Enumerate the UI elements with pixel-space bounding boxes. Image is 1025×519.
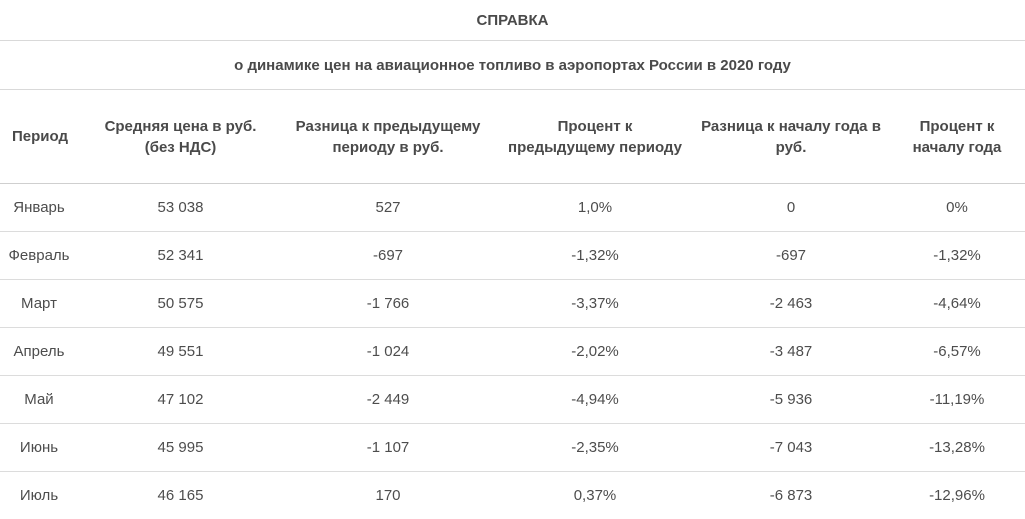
table-row: Май 47 102 -2 449 -4,94% -5 936 -11,19% — [0, 376, 1025, 424]
document-subtitle: о динамике цен на авиационное топливо в … — [0, 41, 1025, 90]
header-diff-start: Разница к началу года в руб. — [693, 90, 889, 184]
cell-period: Апрель — [0, 328, 82, 376]
cell-pct-start: 0% — [889, 184, 1025, 232]
table-row: Январь 53 038 527 1,0% 0 0% — [0, 184, 1025, 232]
cell-diff-start: -5 936 — [693, 376, 889, 424]
cell-diff-prev: 527 — [279, 184, 497, 232]
cell-pct-start: -1,32% — [889, 232, 1025, 280]
header-period: Период — [0, 90, 82, 184]
table-row: Июнь 45 995 -1 107 -2,35% -7 043 -13,28% — [0, 424, 1025, 472]
cell-pct-prev: 0,37% — [497, 472, 693, 519]
cell-pct-start: -12,96% — [889, 472, 1025, 519]
cell-pct-prev: -4,94% — [497, 376, 693, 424]
cell-avg-price: 50 575 — [82, 280, 279, 328]
cell-pct-prev: 1,0% — [497, 184, 693, 232]
cell-pct-prev: -2,35% — [497, 424, 693, 472]
cell-pct-start: -4,64% — [889, 280, 1025, 328]
table-header-row: Период Средняя цена в руб. (без НДС) Раз… — [0, 90, 1025, 184]
cell-diff-prev: -1 024 — [279, 328, 497, 376]
table-row: Июль 46 165 170 0,37% -6 873 -12,96% — [0, 472, 1025, 519]
cell-diff-start: -2 463 — [693, 280, 889, 328]
cell-diff-prev: -1 766 — [279, 280, 497, 328]
cell-diff-start: -697 — [693, 232, 889, 280]
cell-avg-price: 52 341 — [82, 232, 279, 280]
header-pct-start: Процент к началу года — [889, 90, 1025, 184]
cell-avg-price: 49 551 — [82, 328, 279, 376]
cell-pct-start: -13,28% — [889, 424, 1025, 472]
cell-pct-prev: -2,02% — [497, 328, 693, 376]
header-avg-price: Средняя цена в руб. (без НДС) — [82, 90, 279, 184]
cell-avg-price: 46 165 — [82, 472, 279, 519]
cell-diff-start: -7 043 — [693, 424, 889, 472]
cell-pct-start: -11,19% — [889, 376, 1025, 424]
cell-period: Январь — [0, 184, 82, 232]
cell-period: Июль — [0, 472, 82, 519]
cell-diff-start: -6 873 — [693, 472, 889, 519]
cell-pct-prev: -1,32% — [497, 232, 693, 280]
header-diff-prev: Разница к предыдущему периоду в руб. — [279, 90, 497, 184]
cell-diff-start: 0 — [693, 184, 889, 232]
cell-diff-start: -3 487 — [693, 328, 889, 376]
table-row: Апрель 49 551 -1 024 -2,02% -3 487 -6,57… — [0, 328, 1025, 376]
fuel-price-table: Период Средняя цена в руб. (без НДС) Раз… — [0, 90, 1025, 519]
cell-avg-price: 45 995 — [82, 424, 279, 472]
cell-pct-prev: -3,37% — [497, 280, 693, 328]
cell-diff-prev: -1 107 — [279, 424, 497, 472]
cell-period: Март — [0, 280, 82, 328]
cell-diff-prev: 170 — [279, 472, 497, 519]
table-row: Февраль 52 341 -697 -1,32% -697 -1,32% — [0, 232, 1025, 280]
cell-diff-prev: -697 — [279, 232, 497, 280]
cell-avg-price: 53 038 — [82, 184, 279, 232]
table-row: Март 50 575 -1 766 -3,37% -2 463 -4,64% — [0, 280, 1025, 328]
cell-period: Май — [0, 376, 82, 424]
cell-period: Февраль — [0, 232, 82, 280]
cell-period: Июнь — [0, 424, 82, 472]
cell-diff-prev: -2 449 — [279, 376, 497, 424]
cell-avg-price: 47 102 — [82, 376, 279, 424]
document-title: СПРАВКА — [0, 0, 1025, 41]
header-pct-prev: Процент к предыдущему периоду — [497, 90, 693, 184]
cell-pct-start: -6,57% — [889, 328, 1025, 376]
